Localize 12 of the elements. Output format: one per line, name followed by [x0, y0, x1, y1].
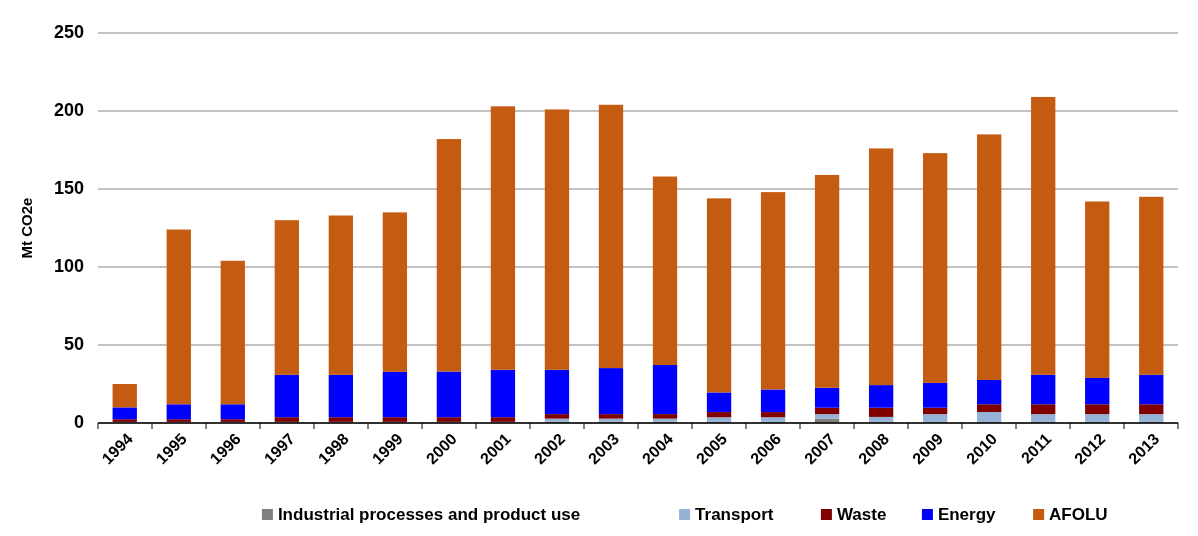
y-tick-label: 250 — [53, 21, 84, 42]
legend-label: AFOLU — [1049, 505, 1108, 524]
y-tick-label: 50 — [63, 333, 84, 354]
y-tick-label: 0 — [73, 411, 84, 432]
legend-label: Industrial processes and product use — [277, 505, 581, 524]
legend-label: Energy — [937, 505, 997, 524]
y-tick-label: 200 — [53, 99, 84, 120]
legend-label: Waste — [836, 505, 887, 524]
y-tick-label: 150 — [53, 177, 84, 198]
y-axis-title: Mt CO2e — [18, 197, 35, 259]
legend-label: Transport — [695, 505, 774, 524]
y-tick-label: 100 — [53, 255, 84, 276]
